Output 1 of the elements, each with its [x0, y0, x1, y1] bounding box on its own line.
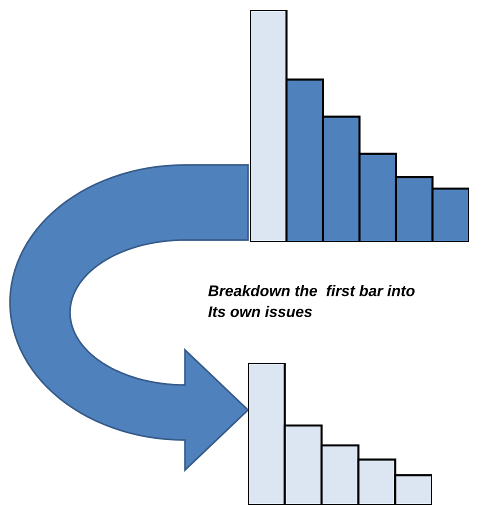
text: Breakdown the first bar into Its own issues [208, 285, 415, 318]
